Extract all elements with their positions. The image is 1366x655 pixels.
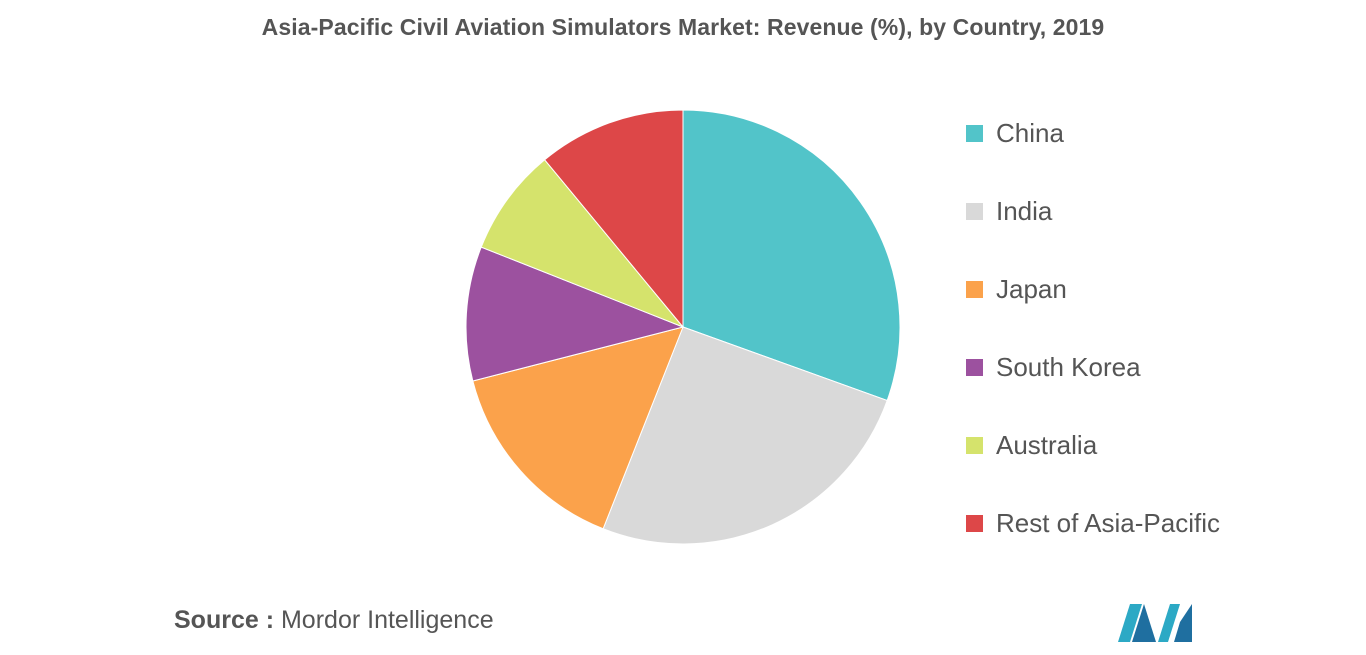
pie-slice-south-korea xyxy=(465,246,685,382)
legend-item-south-korea: South Korea xyxy=(966,348,1220,386)
chart-title: Asia-Pacific Civil Aviation Simulators M… xyxy=(261,14,1105,40)
source-text: Mordor Intelligence xyxy=(280,606,494,634)
legend-label: Australia xyxy=(996,429,1098,460)
chart-legend: China India Japan South Korea Australia Rest … xyxy=(966,114,1220,582)
legend-item-india: India xyxy=(966,192,1220,230)
source-label: Source : xyxy=(174,606,275,634)
legend-label: Rest of Asia-Pacific xyxy=(996,507,1220,538)
legend-item-japan: Japan xyxy=(966,270,1220,308)
legend-swatch xyxy=(966,436,983,454)
pie-slice-australia xyxy=(480,159,684,328)
legend-swatch xyxy=(966,358,983,376)
legend-swatch xyxy=(966,124,983,142)
legend-label: China xyxy=(996,117,1064,148)
legend-label: India xyxy=(996,195,1053,226)
legend-item-rest-of-asia-pacific: Rest of Asia-Pacific xyxy=(966,504,1220,542)
pie-slice-india xyxy=(602,326,888,545)
legend-label: Japan xyxy=(996,273,1067,304)
pie-slice-rest-of-asia-pacific xyxy=(543,109,684,329)
legend-swatch xyxy=(966,202,983,220)
pie-slice-china xyxy=(682,109,901,402)
legend-swatch xyxy=(966,514,983,532)
legend-swatch xyxy=(966,280,983,298)
legend-item-australia: Australia xyxy=(966,426,1220,464)
source-note: Source : Mordor Intelligence xyxy=(174,606,494,635)
legend-item-china: China xyxy=(966,114,1220,152)
pie-slice-japan xyxy=(472,326,684,530)
legend-label: South Korea xyxy=(996,351,1141,382)
mordor-intelligence-logo-icon xyxy=(1118,604,1192,642)
